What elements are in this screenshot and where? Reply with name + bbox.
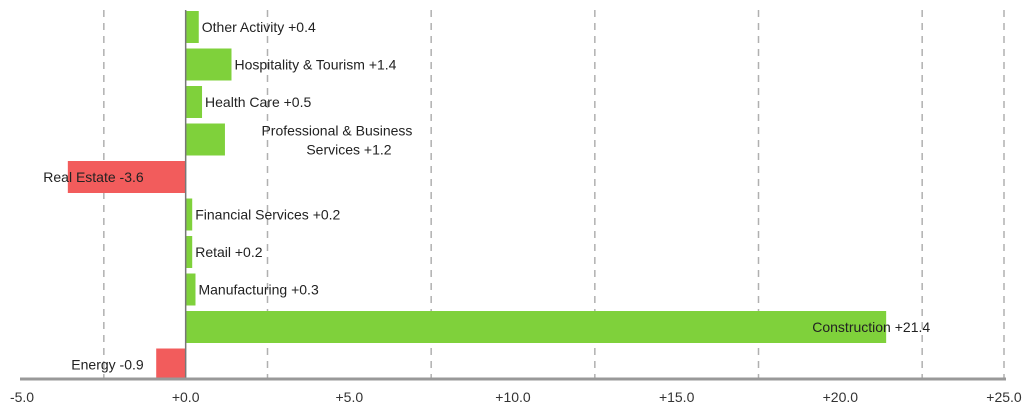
bar-4 <box>67 161 186 193</box>
bar-label-5: Financial Services +0.2 <box>195 207 340 223</box>
bar-7 <box>185 273 196 306</box>
bar-1 <box>185 48 232 81</box>
bar-label-9: Energy -0.9 <box>71 357 144 373</box>
bar-label-1: Hospitality & Tourism +1.4 <box>234 57 396 73</box>
x-tick-label-0: -5.0 <box>10 389 34 405</box>
bar-labels: Other Activity +0.4 Hospitality & Tourism… <box>43 19 930 373</box>
bar-8 <box>185 311 887 343</box>
bar-5 <box>185 198 193 231</box>
x-tick-label-2: +5.0 <box>336 389 364 405</box>
bar-0 <box>185 11 199 43</box>
x-tick-label-5: +20.0 <box>823 389 859 405</box>
bar-label-0: Other Activity +0.4 <box>202 19 316 35</box>
bar-label-7: Manufacturing +0.3 <box>198 282 318 298</box>
x-tick-label-1: +0.0 <box>172 389 200 405</box>
bars <box>67 11 887 381</box>
x-tick-label-3: +10.0 <box>495 389 531 405</box>
bar-label-8: Construction +21.4 <box>812 319 930 335</box>
bar-2 <box>185 86 203 118</box>
bar-label-2: Health Care +0.5 <box>205 94 311 110</box>
grid-lines <box>103 10 1005 379</box>
bar-label-3-line-0: Professional & Business <box>261 123 412 139</box>
bar-6 <box>185 236 193 268</box>
bar-9 <box>156 348 186 381</box>
x-tick-label-4: +15.0 <box>659 389 695 405</box>
x-tick-labels: -5.0 +0.0 +5.0 +10.0 +15.0 +20.0 +25.0 <box>10 389 1022 405</box>
bar-label-6: Retail +0.2 <box>195 244 263 260</box>
bar-label-3-line-1: Services +1.2 <box>306 142 391 158</box>
bar-3 <box>185 123 225 156</box>
x-tick-label-6: +25.0 <box>986 389 1022 405</box>
bar-label-3: Professional & Business Services +1.2 <box>261 123 412 158</box>
bar-label-4: Real Estate -3.6 <box>43 169 144 185</box>
